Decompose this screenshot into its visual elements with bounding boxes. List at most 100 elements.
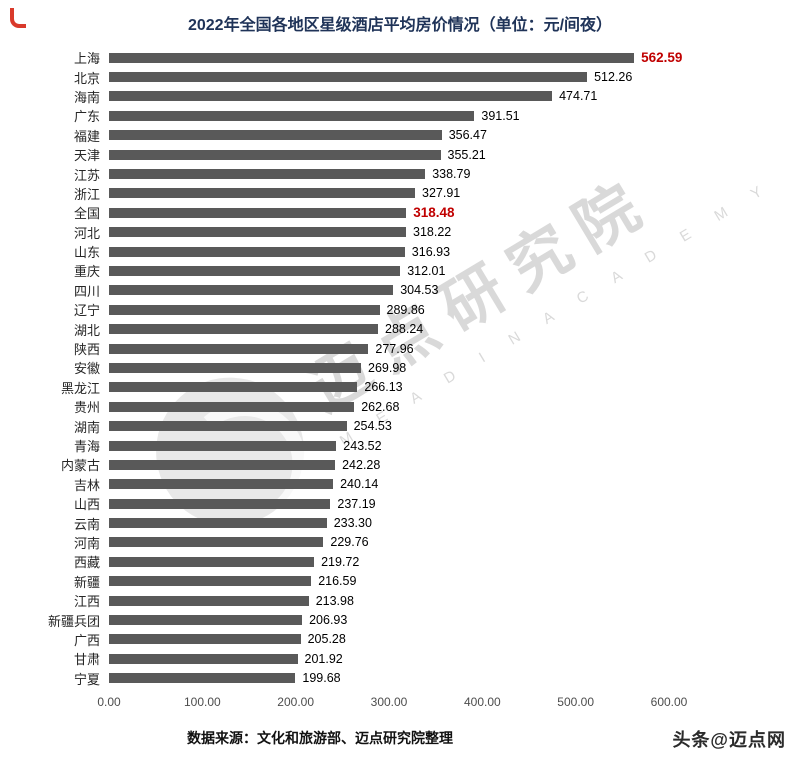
value-label: 266.13 [364, 380, 403, 395]
data-source: 数据来源：文化和旅游部、迈点研究院整理 [187, 730, 453, 746]
category-label: 辽宁 [73, 303, 100, 319]
chart-row: 安徽 269.98 [14, 358, 792, 377]
bar [109, 149, 441, 160]
value-label: 206.93 [309, 613, 348, 628]
bar [109, 285, 394, 296]
bar [109, 52, 635, 63]
chart-row: 山东 316.93 [14, 242, 792, 261]
chart-row: 广西 205.28 [14, 630, 792, 649]
value-label: 216.59 [318, 574, 357, 589]
chart-row: 辽宁 289.86 [14, 300, 792, 319]
bar [109, 110, 475, 121]
value-label: 254.53 [353, 419, 392, 434]
category-label: 河北 [73, 225, 100, 241]
bar [109, 595, 309, 606]
value-label: 391.51 [481, 108, 520, 123]
bar [109, 265, 401, 276]
logo-corner-mark-icon [10, 8, 26, 28]
value-label: 213.98 [315, 593, 354, 608]
chart-row: 四川 304.53 [14, 281, 792, 300]
value-label: 474.71 [559, 89, 598, 104]
category-label: 青海 [73, 439, 100, 454]
bar [109, 72, 588, 83]
category-label: 福建 [73, 128, 100, 144]
value-label: 338.79 [432, 167, 471, 182]
value-label: 269.98 [368, 360, 407, 375]
category-label: 内蒙古 [60, 458, 100, 474]
category-label: 陕西 [73, 342, 100, 358]
bar [109, 615, 303, 626]
bar [109, 537, 324, 548]
value-label: 219.72 [321, 554, 360, 569]
chart-title: 2022年全国各地区星级酒店平均房价情况（单位：元/间夜） [187, 17, 613, 34]
value-label: 243.52 [343, 438, 382, 453]
chart-row: 贵州 262.68 [14, 397, 792, 416]
category-label: 湖南 [73, 419, 100, 435]
category-label: 广东 [73, 109, 100, 125]
bar [109, 130, 442, 141]
chart-row: 湖南 254.53 [14, 416, 792, 435]
category-label: 山东 [73, 245, 100, 261]
value-label: 289.86 [386, 302, 425, 317]
bar [109, 479, 334, 490]
category-label: 宁夏 [73, 671, 100, 687]
x-axis-tick: 100.00 [183, 694, 221, 709]
value-label: 242.28 [342, 457, 381, 472]
category-label: 海南 [73, 89, 100, 105]
chart-row: 青海 243.52 [14, 436, 792, 455]
category-label: 吉林 [73, 477, 100, 493]
bar [109, 653, 298, 664]
chart-row: 陕西 277.96 [14, 339, 792, 358]
bar [109, 518, 327, 529]
bar [109, 227, 406, 238]
bar [109, 498, 331, 509]
value-label: 229.76 [330, 535, 369, 550]
x-axis-tick: 600.00 [650, 694, 688, 709]
chart-row: 江苏 338.79 [14, 164, 792, 183]
chart-row: 宁夏 199.68 [14, 669, 792, 688]
chart-row: 江西 213.98 [14, 591, 792, 610]
chart-row: 内蒙古 242.28 [14, 455, 792, 474]
chart-row: 湖北 288.24 [14, 319, 792, 338]
category-label: 山西 [73, 497, 100, 513]
bar [109, 634, 301, 645]
chart-row: 甘肃 201.92 [14, 649, 792, 668]
chart-row: 河北 318.22 [14, 223, 792, 242]
category-label: 全国 [73, 206, 100, 222]
value-label: 304.53 [400, 283, 439, 298]
value-label: 356.47 [448, 128, 487, 143]
chart-row: 北京 512.26 [14, 67, 792, 86]
category-label: 北京 [73, 70, 100, 86]
bar [109, 91, 553, 102]
value-label: 318.22 [413, 225, 452, 240]
value-label: 277.96 [375, 341, 414, 356]
category-label: 四川 [73, 283, 100, 299]
bar [109, 343, 369, 354]
value-label: 237.19 [337, 496, 376, 511]
chart-row: 云南 233.30 [14, 513, 792, 532]
category-label: 河南 [73, 535, 100, 551]
chart-row: 西藏 219.72 [14, 552, 792, 571]
category-label: 湖北 [73, 322, 100, 338]
bar [109, 421, 347, 432]
value-label: 562.59 [641, 50, 683, 66]
category-label: 重庆 [73, 264, 100, 280]
category-label: 新疆 [73, 574, 100, 590]
category-label: 黑龙江 [60, 380, 100, 396]
bar [109, 556, 315, 567]
bar [109, 246, 405, 257]
value-label: 512.26 [594, 70, 633, 85]
chart-row: 福建 356.47 [14, 126, 792, 145]
value-label: 288.24 [385, 322, 424, 337]
chart-row: 新疆兵团 206.93 [14, 610, 792, 629]
x-axis-tick: 0.00 [97, 694, 121, 709]
value-label: 262.68 [361, 399, 400, 414]
chart-row: 吉林 240.14 [14, 475, 792, 494]
value-label: 312.01 [407, 263, 446, 278]
bar [109, 673, 296, 684]
bar [109, 304, 380, 315]
value-label: 233.30 [333, 516, 372, 531]
category-label: 上海 [73, 51, 100, 67]
value-label: 240.14 [340, 477, 379, 492]
value-label: 355.21 [447, 147, 486, 162]
